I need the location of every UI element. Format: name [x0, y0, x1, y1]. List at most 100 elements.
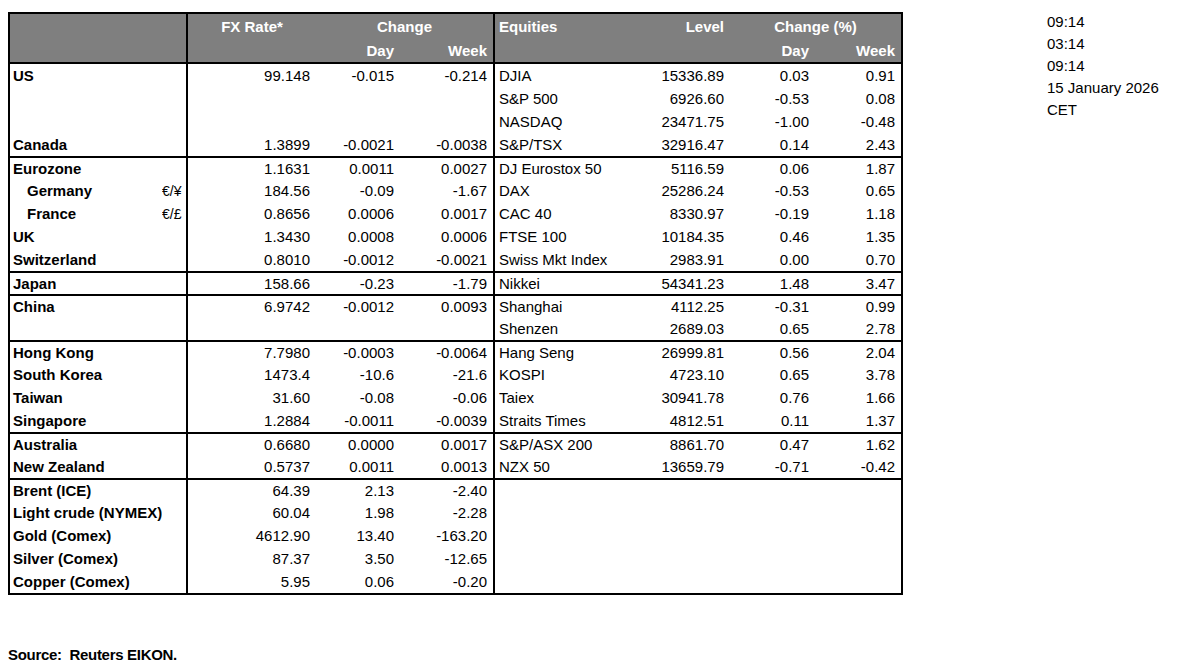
fx-day-change-cell: -0.0021	[316, 133, 400, 156]
timestamps-block: 09:14 03:14 09:14 15 January 2026 CET	[1047, 11, 1159, 121]
country-label-cell: Singapore	[10, 409, 162, 432]
table-row: Light crude (NYMEX) 60.04 1.98 -2.28	[10, 501, 901, 524]
equity-day-change-cell: 0.06	[730, 158, 815, 179]
equity-index-cell: Taiex	[495, 386, 640, 409]
fx-rate-cell: 0.8010	[188, 248, 316, 271]
fx-rate-cell: 99.148	[188, 64, 316, 87]
fx-rate-cell: 1473.4	[188, 363, 316, 386]
table-row: Brent (ICE) 64.39 2.13 -2.40	[10, 478, 901, 501]
equity-day-change-cell	[730, 501, 815, 524]
fx-day-change-cell: -0.0003	[316, 342, 400, 363]
footer: Source: Reuters EIKON. * FX Rate for USD…	[8, 597, 743, 667]
equity-index-cell: Straits Times	[495, 409, 640, 432]
fx-week-change-cell: -0.214	[400, 64, 495, 87]
fx-day-header: Day	[316, 38, 400, 62]
header-blank-cell	[495, 38, 640, 62]
equity-day-change-cell: 0.46	[730, 225, 815, 248]
equity-index-cell: S&P/ASX 200	[495, 434, 640, 455]
equity-index-cell: DJ Eurostox 50	[495, 158, 640, 179]
equity-index-cell: Hang Seng	[495, 342, 640, 363]
equity-day-change-cell: -0.53	[730, 87, 815, 110]
equity-week-change-cell: 3.78	[815, 363, 901, 386]
table-row: Australia 0.6680 0.0000 0.0017 S&P/ASX 2…	[10, 432, 901, 455]
market-data-table: FX Rate* Change Equities Level Change (%…	[8, 12, 903, 595]
equity-index-cell	[495, 570, 640, 593]
equity-week-change-cell	[815, 547, 901, 570]
equity-week-change-cell: 1.62	[815, 434, 901, 455]
equity-week-change-cell	[815, 524, 901, 547]
currency-pair-cell	[162, 133, 188, 156]
fx-day-change-cell: 0.0011	[316, 455, 400, 478]
fx-day-change-cell: 0.0008	[316, 225, 400, 248]
equity-level-cell: 2983.91	[640, 248, 730, 271]
equity-level-cell	[640, 501, 730, 524]
equity-day-change-cell: 1.48	[730, 273, 815, 294]
currency-pair-cell	[162, 87, 188, 110]
equity-week-change-cell: 1.87	[815, 158, 901, 179]
fx-change-header: Change	[316, 14, 495, 38]
fx-week-change-cell: 0.0006	[400, 225, 495, 248]
fx-week-change-cell: -0.0021	[400, 248, 495, 271]
table-row: South Korea 1473.4 -10.6 -21.6 KOSPI 472…	[10, 363, 901, 386]
country-label-cell	[10, 317, 162, 340]
equity-level-cell: 2689.03	[640, 317, 730, 340]
equities-header: Equities	[495, 14, 640, 38]
fx-day-change-cell: -0.0012	[316, 248, 400, 271]
table-row: Taiwan 31.60 -0.08 -0.06 Taiex 30941.78 …	[10, 386, 901, 409]
fx-rate-cell: 5.95	[188, 570, 316, 593]
fx-day-change-cell	[316, 87, 400, 110]
equity-index-cell: DAX	[495, 179, 640, 202]
country-label-cell: Hong Kong	[10, 342, 162, 363]
table-row: Japan 158.66 -0.23 -1.79 Nikkei 54341.23…	[10, 271, 901, 294]
header-blank-cell	[188, 38, 316, 62]
fx-day-change-cell: -0.09	[316, 179, 400, 202]
table-header: FX Rate* Change Equities Level Change (%…	[10, 14, 901, 64]
equity-level-cell: 5116.59	[640, 158, 730, 179]
equity-index-cell: CAC 40	[495, 202, 640, 225]
fx-day-change-cell: 13.40	[316, 524, 400, 547]
fx-rate-cell: 0.5737	[188, 455, 316, 478]
equity-level-cell: 13659.79	[640, 455, 730, 478]
fx-day-change-cell: 1.98	[316, 501, 400, 524]
table-row: China 6.9742 -0.0012 0.0093 Shanghai 411…	[10, 294, 901, 317]
equity-level-cell: 6926.60	[640, 87, 730, 110]
equity-week-change-cell: 0.99	[815, 296, 901, 317]
table-row: Canada 1.3899 -0.0021 -0.0038 S&P/TSX 32…	[10, 133, 901, 156]
fx-rate-cell: 1.3430	[188, 225, 316, 248]
fx-day-change-cell: 0.0011	[316, 158, 400, 179]
fx-week-change-cell: -21.6	[400, 363, 495, 386]
fx-week-change-cell: -163.20	[400, 524, 495, 547]
equity-index-cell: S&P 500	[495, 87, 640, 110]
fx-rate-cell: 0.6680	[188, 434, 316, 455]
equity-level-cell: 26999.81	[640, 342, 730, 363]
equity-day-change-cell: -1.00	[730, 110, 815, 133]
fx-day-change-cell	[316, 110, 400, 133]
country-label-cell: Copper (Comex)	[10, 570, 162, 593]
country-label-cell: UK	[10, 225, 162, 248]
equity-index-cell: Shenzen	[495, 317, 640, 340]
equity-week-change-cell: 3.47	[815, 273, 901, 294]
equity-day-change-cell: 0.14	[730, 133, 815, 156]
timestamp-line: CET	[1047, 99, 1159, 121]
table-row: France €/£ 0.8656 0.0006 0.0017 CAC 40 8…	[10, 202, 901, 225]
country-label-cell: Switzerland	[10, 248, 162, 271]
equity-index-cell: Nikkei	[495, 273, 640, 294]
country-label-cell: New Zealand	[10, 455, 162, 478]
country-label-cell: Gold (Comex)	[10, 524, 162, 547]
fx-week-change-cell: -1.79	[400, 273, 495, 294]
equity-level-cell: 54341.23	[640, 273, 730, 294]
equity-week-change-cell: 0.65	[815, 179, 901, 202]
fx-rate-cell: 1.1631	[188, 158, 316, 179]
table-row: NASDAQ 23471.75 -1.00 -0.48	[10, 110, 901, 133]
equity-index-cell: DJIA	[495, 64, 640, 87]
fx-day-change-cell: 0.06	[316, 570, 400, 593]
eq-change-pct-header: Change (%)	[730, 14, 901, 38]
equity-index-cell	[495, 480, 640, 501]
equity-day-change-cell: -0.53	[730, 179, 815, 202]
fx-rate-cell: 4612.90	[188, 524, 316, 547]
equity-level-cell: 4112.25	[640, 296, 730, 317]
timestamp-line: 03:14	[1047, 33, 1159, 55]
eq-day-header: Day	[730, 38, 815, 62]
fx-week-change-cell: -1.67	[400, 179, 495, 202]
equity-day-change-cell: 0.11	[730, 409, 815, 432]
